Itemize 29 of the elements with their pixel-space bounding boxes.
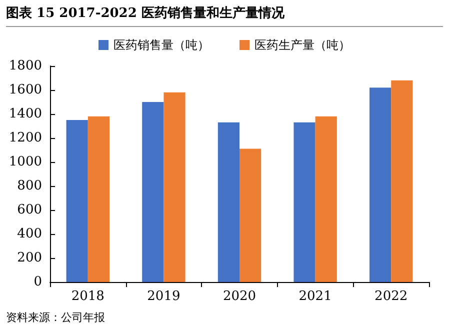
bar — [218, 122, 240, 282]
y-tick-label: 400 — [17, 226, 42, 242]
bar — [142, 102, 164, 282]
y-tick-label: 200 — [17, 250, 42, 266]
bar — [294, 122, 316, 282]
x-tick-label: 2022 — [374, 289, 408, 304]
y-tick-label: 800 — [17, 178, 42, 194]
y-tick-label: 600 — [17, 202, 42, 218]
y-tick-label: 1600 — [8, 82, 42, 98]
text: 资料来源：公司年报 — [6, 310, 105, 325]
legend-label: 医药销售量（吨） — [114, 38, 210, 52]
chart-title: 图表 15 2017-2022 医药销售量和生产量情况 — [6, 4, 443, 27]
y-tick-label: 1800 — [8, 58, 42, 74]
x-tick-label: 2021 — [298, 289, 332, 304]
y-tick-label: 1000 — [8, 154, 42, 170]
bar — [315, 116, 337, 282]
x-tick-label: 2020 — [222, 289, 256, 304]
y-tick-label: 0 — [34, 274, 42, 290]
bar — [391, 80, 413, 282]
bar — [240, 148, 262, 282]
x-tick-label: 2019 — [147, 289, 180, 304]
bar — [369, 88, 392, 282]
bar — [88, 116, 110, 282]
y-tick-label: 1200 — [8, 130, 42, 146]
bar — [66, 120, 88, 282]
bar — [164, 92, 186, 282]
y-tick-label: 1400 — [8, 106, 42, 122]
x-tick-label: 2018 — [71, 289, 104, 304]
legend-label: 医药生产量（吨） — [254, 38, 350, 52]
